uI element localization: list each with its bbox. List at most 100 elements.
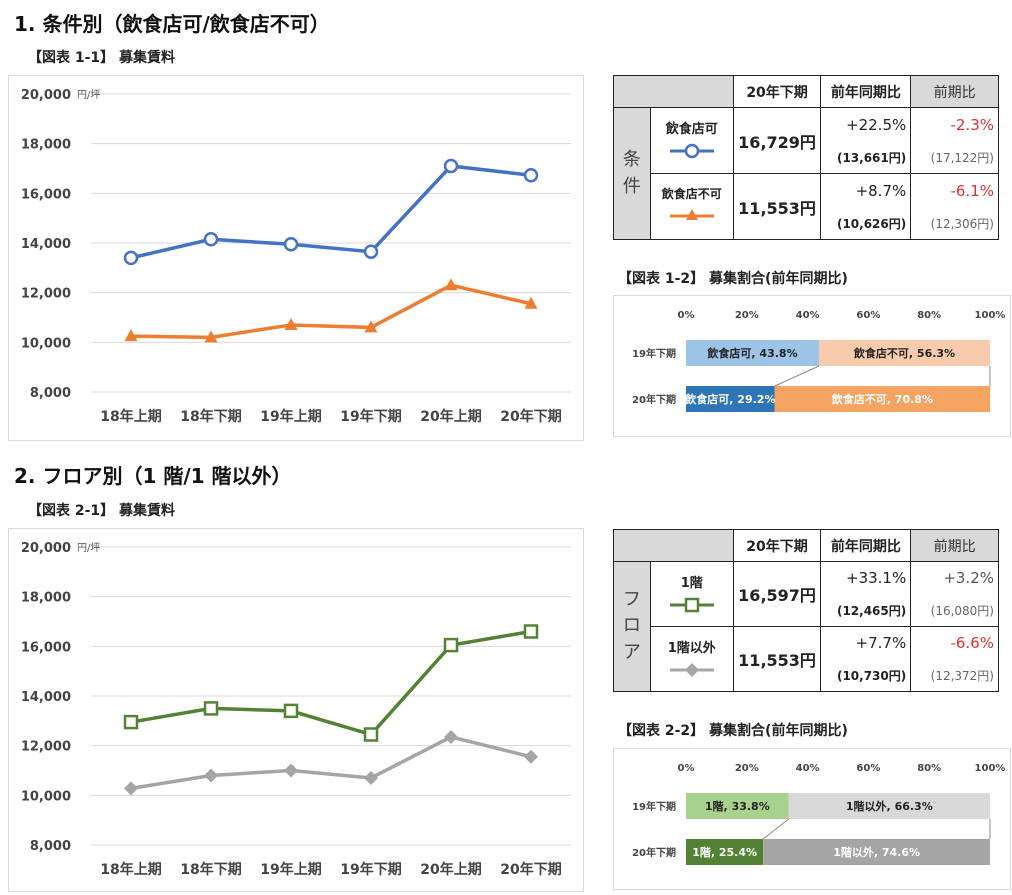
x-tick-label: 18年下期: [180, 408, 241, 425]
prev-base: (12,372円): [930, 668, 994, 683]
y-tick-label: 8,000: [30, 386, 71, 401]
data-point: [283, 703, 299, 719]
y-tick-label: 20,000: [21, 541, 71, 556]
data-point: [284, 317, 298, 330]
fig-2-1-title: 【図表 2-1】 募集賃料: [28, 503, 176, 519]
fig-1-1-title: 【図表 1-1】 募集賃料: [28, 50, 176, 66]
yoy-cell: +22.5% (13,661円): [820, 107, 912, 174]
fig-2-2-title: 【図表 2-2】 募集割合(前年同期比): [618, 723, 848, 739]
yoy-change: +33.1%: [846, 569, 907, 588]
yoy-base: (12,465円): [836, 603, 907, 618]
data-point: [523, 624, 539, 639]
data-point: [283, 236, 299, 252]
yoy-change: +8.7%: [855, 181, 907, 200]
x-tick-label: 19年上期: [260, 861, 321, 878]
value-cell: 16,729円: [732, 107, 822, 174]
gray-diamond-legend-icon: [669, 662, 714, 677]
row-group-label: フロア: [613, 561, 651, 692]
y-tick-label: 14,000: [21, 690, 71, 705]
x-tick-label: 19年上期: [260, 408, 321, 425]
data-point: [203, 232, 219, 247]
yoy-base: (13,661円): [836, 150, 907, 165]
header-yoy: 前年同期比: [820, 75, 912, 108]
prev-cell: -2.3% (17,122円): [910, 107, 999, 174]
series-line: [130, 629, 532, 737]
legend-label: 飲食店可: [665, 122, 718, 137]
data-point: [204, 768, 218, 783]
y-tick-label: 18,000: [21, 591, 71, 606]
header-prev: 前期比: [910, 75, 999, 108]
line-chart-2-svg: 8,000 10,000 12,000 14,000 16,000 18,000 20,00…: [21, 541, 571, 878]
green-square-legend-icon: [669, 597, 714, 612]
section1-title: 1. 条件別（飲食店可/飲食店不可）: [14, 12, 330, 36]
data-point: [444, 729, 458, 744]
data-label: 1階以外, 74.6%: [833, 845, 920, 859]
x-tick-label: 60%: [856, 763, 880, 774]
data-point: [364, 320, 378, 333]
x-tick-label: 18年下期: [180, 861, 241, 878]
x-tick-label: 60%: [856, 310, 880, 321]
x-tick-label: 20年上期: [420, 861, 481, 878]
bar-segment: [774, 386, 990, 412]
data-point: [123, 714, 139, 730]
data-point: [204, 330, 218, 343]
x-tick-label: 0%: [678, 310, 695, 321]
data-point: [124, 781, 138, 796]
bar-chart-2-svg: 0% 20% 40% 60% 80% 100% 19年下期 20年下期 1階, 33.8% 1階以…: [632, 763, 1006, 865]
x-tick-label: 19年下期: [340, 861, 401, 878]
table-corner: [613, 529, 734, 562]
data-point: [203, 701, 219, 716]
y-tick-label: 18,000: [21, 138, 71, 153]
x-tick-label: 20年下期: [500, 408, 561, 425]
data-point: [363, 244, 379, 259]
prev-cell: -6.1% (12,306円): [910, 173, 999, 240]
yoy-cell: +33.1% (12,465円): [820, 561, 912, 627]
bar-segment: [686, 340, 820, 366]
header-period: 20年下期: [732, 75, 822, 108]
table-corner: [613, 75, 734, 108]
data-label: 飲食店不可, 56.3%: [853, 346, 955, 360]
line-chart-1: 8,000 10,000 12,000 14,000 16,000 18,000 20,00…: [8, 75, 584, 441]
series-line: [130, 164, 532, 260]
y-tick-label: 16,000: [21, 187, 71, 202]
x-tick-label: 20%: [735, 763, 759, 774]
x-tick-label: 100%: [975, 763, 1006, 774]
prev-base: (17,122円): [930, 150, 994, 165]
category-label: 20年下期: [632, 393, 676, 406]
data-point: [124, 329, 138, 342]
legend-cell-2: 飲食店不可: [649, 173, 734, 240]
yoy-change: +7.7%: [855, 634, 907, 653]
yoy-change: +22.5%: [846, 115, 907, 134]
bar-chart-1: 0% 20% 40% 60% 80% 100% 19年下期 20年下期 飲食店可, 43.8% 飲…: [613, 295, 1011, 437]
bar-chart-2: 0% 20% 40% 60% 80% 100% 19年下期 20年下期 1階, 33.8% 1階以…: [613, 748, 1011, 890]
legend-cell-1: 1階: [649, 561, 734, 627]
header-yoy: 前年同期比: [820, 529, 912, 562]
bar-segment: [686, 839, 764, 865]
bar-segment: [686, 793, 789, 819]
bar-segment: [686, 386, 775, 412]
x-tick-label: 19年下期: [340, 408, 401, 425]
prev-change: +3.2%: [943, 569, 994, 588]
x-tick-label: 0%: [678, 763, 695, 774]
x-tick-label: 80%: [917, 763, 941, 774]
yoy-base: (10,626円): [836, 216, 907, 231]
bar-segment: [819, 340, 990, 366]
category-label: 19年下期: [632, 800, 676, 813]
y-tick-label: 16,000: [21, 640, 71, 655]
y-tick-label: 20,000: [21, 88, 71, 103]
unit-label: 円/坪: [77, 88, 100, 101]
series-line: [130, 735, 532, 791]
category-label: 20年下期: [632, 846, 676, 859]
value-cell: 11,553円: [732, 173, 822, 240]
line-chart-2: 8,000 10,000 12,000 14,000 16,000 18,000 20,00…: [8, 528, 584, 892]
prev-cell: -6.6% (12,372円): [910, 626, 999, 692]
stats-table-2: 20年下期 前年同期比 前期比 フロア 1階 16,597円 +33.1% (1…: [613, 529, 999, 692]
unit-label: 円/坪: [77, 541, 100, 554]
x-tick-label: 20年上期: [420, 408, 481, 425]
x-tick-label: 100%: [975, 310, 1006, 321]
data-label: 飲食店不可, 70.8%: [831, 392, 933, 406]
fig-1-2-title: 【図表 1-2】 募集割合(前年同期比): [618, 271, 848, 287]
y-tick-label: 12,000: [21, 740, 71, 755]
x-tick-label: 40%: [796, 310, 820, 321]
header-period: 20年下期: [732, 529, 822, 562]
